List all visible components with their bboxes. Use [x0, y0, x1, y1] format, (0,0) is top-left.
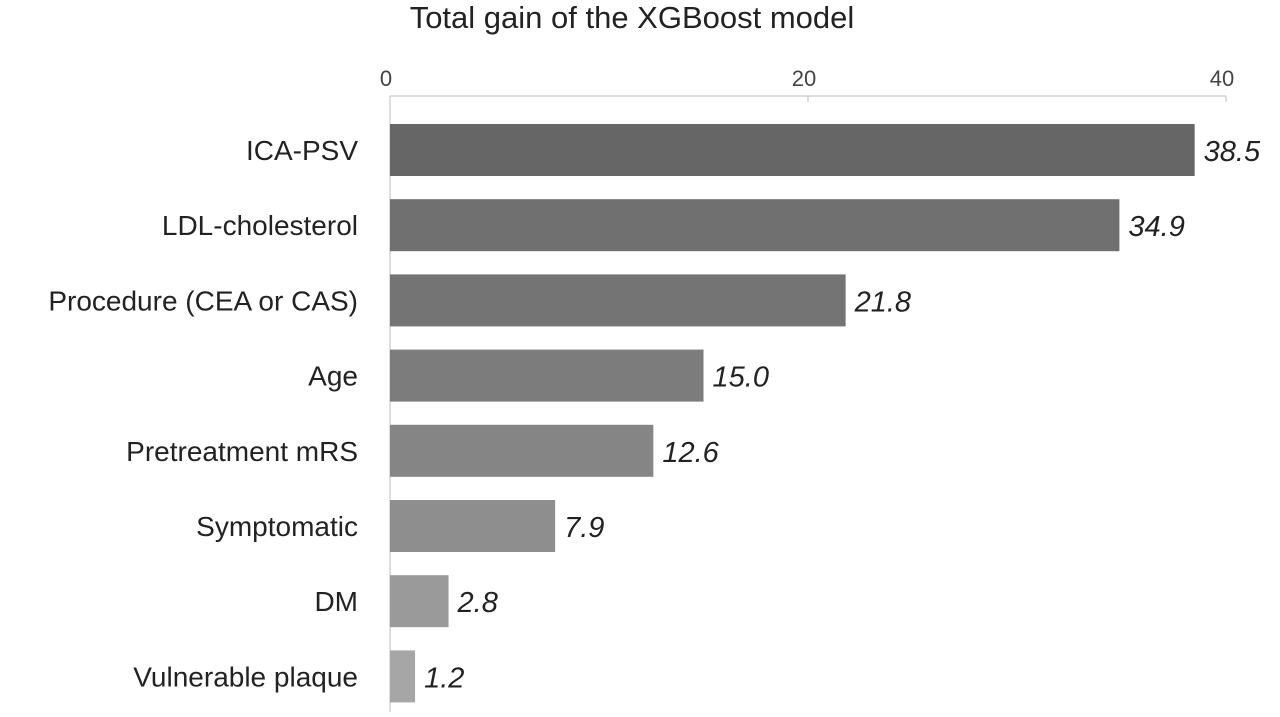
bar: [390, 500, 556, 552]
bar: [390, 650, 416, 703]
bar: [390, 349, 704, 402]
chart-title: Total gain of the XGBoost model: [410, 0, 855, 35]
data-label: 2.8: [457, 587, 498, 619]
category-label: Symptomatic: [196, 511, 358, 542]
bar: [390, 199, 1120, 252]
x-tick-label: 0: [380, 66, 392, 91]
data-label: 21.8: [854, 286, 911, 318]
bar: [390, 424, 654, 477]
x-tick-label: 40: [1210, 66, 1234, 91]
bar: [390, 274, 846, 327]
bar: [390, 575, 449, 628]
data-label: 34.9: [1128, 211, 1184, 243]
category-label: Pretreatment mRS: [126, 436, 358, 467]
category-label: Procedure (CEA or CAS): [48, 285, 358, 316]
data-label: 38.5: [1204, 136, 1261, 168]
category-label: ICA-PSV: [246, 135, 358, 166]
bar: [390, 124, 1195, 176]
category-label: LDL-cholesterol: [162, 210, 358, 241]
bars-group: ICA-PSV 38.5 LDL-cholesterol 34.9 Procedure …: [48, 124, 1261, 703]
data-label: 1.2: [424, 662, 464, 694]
data-label: 7.9: [564, 512, 604, 544]
data-label: 15.0: [713, 362, 769, 394]
x-tick-label: 20: [792, 66, 816, 91]
category-label: DM: [314, 586, 358, 617]
category-label: Vulnerable plaque: [133, 661, 358, 692]
category-label: Age: [308, 361, 358, 392]
data-label: 12.6: [662, 437, 719, 469]
